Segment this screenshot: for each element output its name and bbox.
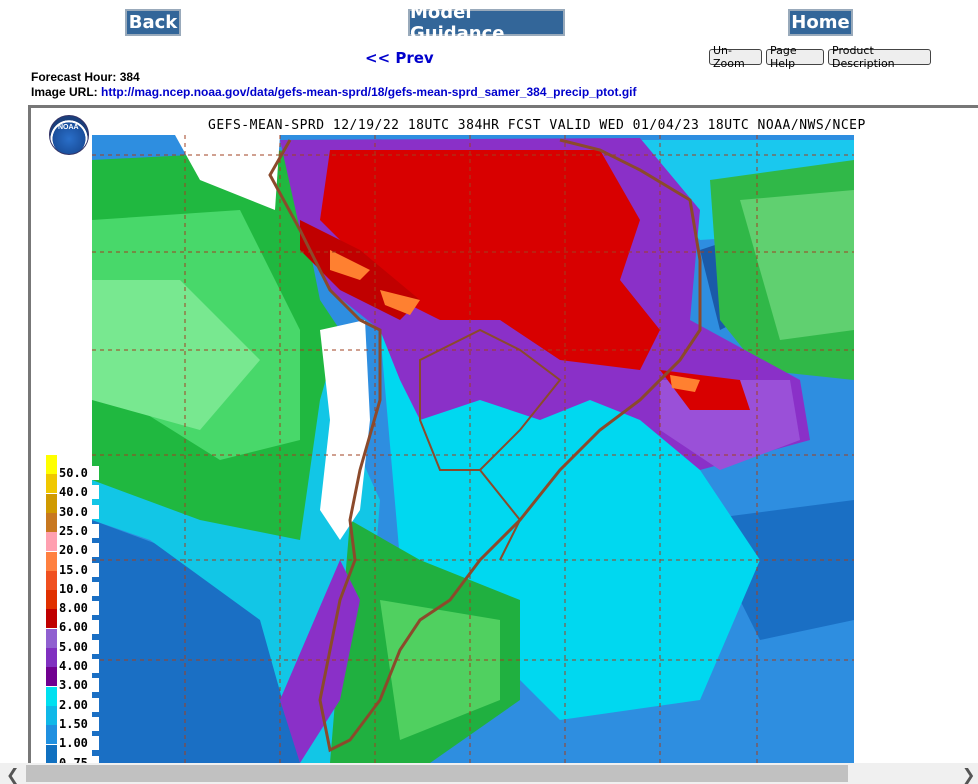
forecast-hour: Forecast Hour: 384 [31, 70, 140, 84]
map-frame-top [28, 105, 978, 108]
legend-swatch [46, 744, 57, 764]
legend-swatch [46, 705, 57, 725]
legend-swatch [46, 532, 57, 552]
legend-label: 15.0 [58, 562, 99, 577]
map-frame-left [28, 105, 31, 765]
image-url-label: Image URL: [31, 85, 98, 99]
legend-label: 25.0 [58, 523, 99, 538]
legend-label: 10.0 [58, 581, 99, 596]
scrollbar-thumb[interactable] [26, 765, 848, 782]
home-button[interactable]: Home [788, 9, 853, 36]
legend-swatch [46, 628, 57, 648]
legend-swatch [46, 570, 57, 590]
legend-label: 6.00 [58, 620, 99, 635]
scroll-left-icon[interactable]: ❮ [6, 765, 20, 784]
legend-label: 1.00 [58, 736, 99, 751]
prev-link[interactable]: << Prev [365, 49, 434, 67]
legend-swatch [46, 686, 57, 706]
image-url-link[interactable]: http://mag.ncep.noaa.gov/data/gefs-mean-… [101, 85, 637, 99]
page-help-button[interactable]: Page Help [766, 44, 824, 70]
legend-swatch [46, 455, 57, 474]
legend-swatch [46, 474, 57, 494]
product-description-button[interactable]: Product Description [828, 44, 931, 70]
legend-label: 5.00 [58, 639, 99, 654]
legend-swatch [46, 667, 57, 687]
forecast-hour-label: Forecast Hour: [31, 70, 117, 84]
scroll-right-icon[interactable]: ❯ [962, 765, 976, 784]
forecast-hour-value: 384 [119, 70, 140, 84]
legend-swatch [46, 493, 57, 513]
legend-label: 3.00 [58, 678, 99, 693]
legend-label: 2.00 [58, 697, 99, 712]
legend-swatch [46, 609, 57, 629]
map-title: GEFS-MEAN-SPRD 12/19/22 18UTC 384HR FCST… [208, 118, 866, 133]
legend-label: 8.00 [58, 601, 99, 616]
back-button[interactable]: Back [125, 9, 181, 36]
legend-label: 4.00 [58, 659, 99, 673]
legend-swatch [46, 590, 57, 610]
legend-label: 30.0 [58, 504, 99, 519]
legend-swatch [46, 512, 57, 532]
model-guidance-button[interactable]: Model Guidance [408, 2, 565, 44]
legend-label: 1.50 [58, 716, 99, 731]
legend-swatch [46, 648, 57, 667]
legend-swatch [46, 725, 57, 745]
noaa-logo: NOAA [49, 115, 89, 155]
legend-label: 20.0 [58, 543, 99, 558]
forecast-map[interactable] [31, 108, 978, 763]
legend-label: 50.0 [58, 466, 99, 480]
unzoom-button[interactable]: Un-Zoom [709, 44, 762, 70]
precip-map-graphic [31, 108, 978, 763]
legend-label: 40.0 [58, 485, 99, 500]
image-url: Image URL: http://mag.ncep.noaa.gov/data… [31, 85, 637, 99]
legend-swatch [46, 551, 57, 571]
